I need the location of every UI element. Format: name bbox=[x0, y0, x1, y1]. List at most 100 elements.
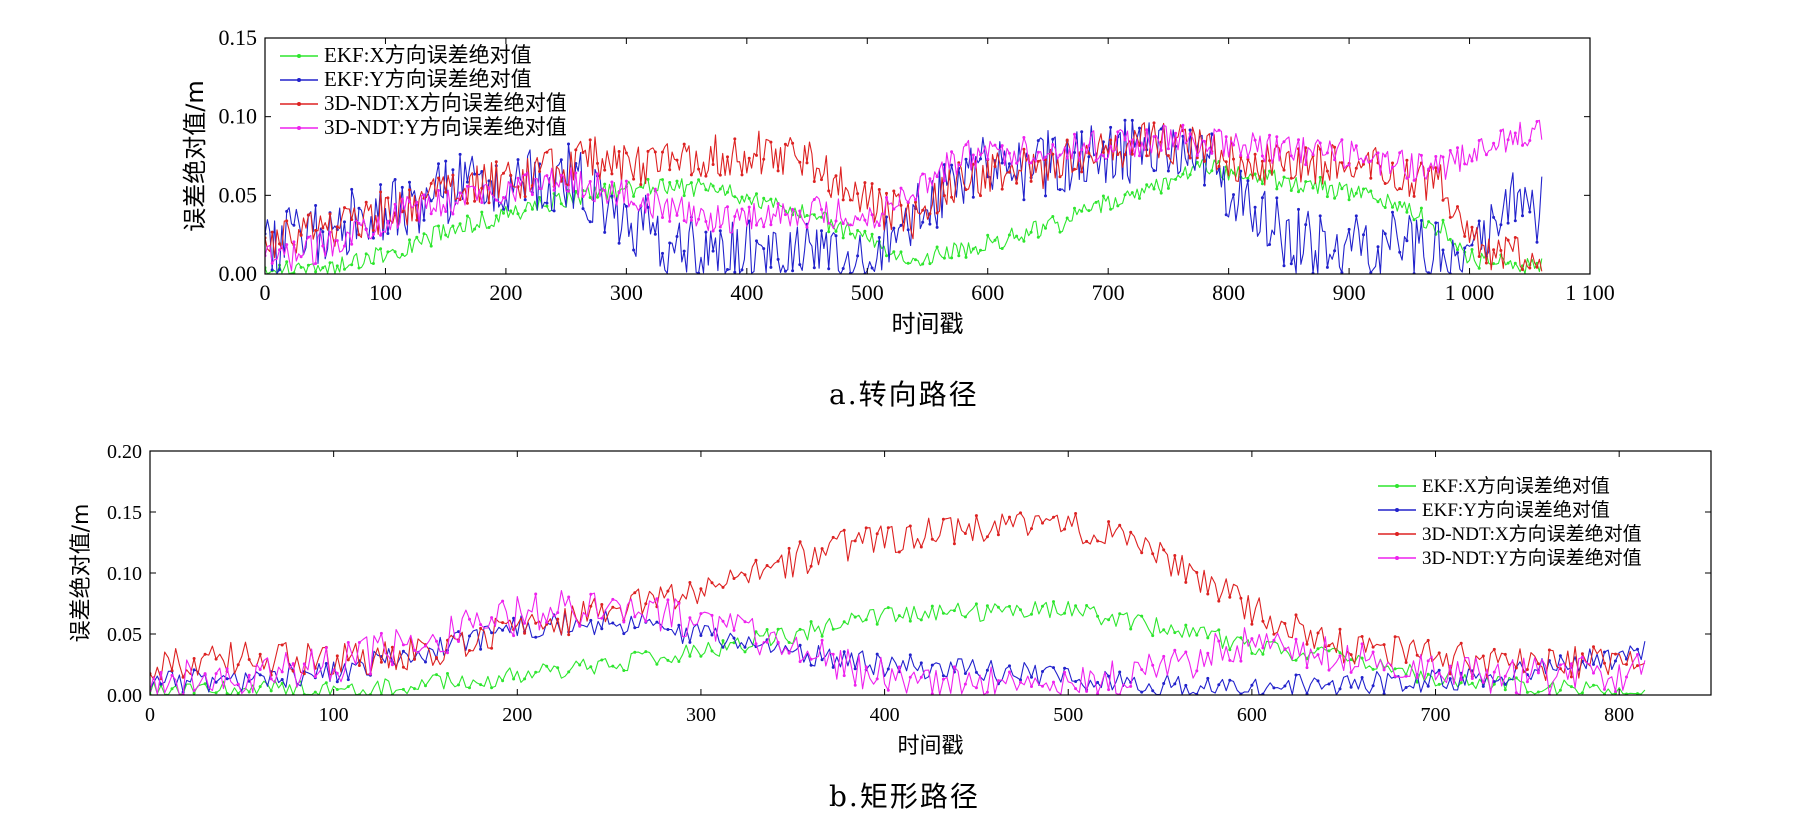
series-point bbox=[820, 208, 823, 211]
series-point bbox=[1184, 650, 1188, 654]
series-point bbox=[1000, 187, 1004, 191]
series-point bbox=[292, 240, 296, 244]
series-point bbox=[578, 624, 582, 628]
series-point bbox=[1116, 204, 1120, 208]
series-point bbox=[1096, 614, 1100, 618]
series-point bbox=[299, 233, 303, 237]
series-point bbox=[490, 646, 494, 650]
series-point bbox=[1316, 653, 1320, 657]
series-point bbox=[1470, 225, 1474, 229]
series-point bbox=[1528, 210, 1532, 214]
series-point bbox=[1232, 143, 1235, 147]
series-point bbox=[1283, 622, 1287, 625]
x-tick-label: 200 bbox=[502, 704, 532, 726]
y-tick-label: 0.00 bbox=[107, 685, 142, 707]
series-point bbox=[1022, 198, 1026, 202]
series-point bbox=[1434, 166, 1438, 170]
series-point bbox=[401, 643, 405, 647]
series-point bbox=[747, 156, 751, 160]
series-point bbox=[1419, 153, 1423, 157]
series-point bbox=[479, 683, 483, 687]
series-point bbox=[1195, 633, 1199, 637]
caption-b: b.矩形路径 bbox=[829, 780, 980, 813]
y-tick-label: 0.10 bbox=[107, 563, 142, 585]
series-point bbox=[1376, 200, 1380, 204]
series-point bbox=[415, 235, 419, 239]
series-point bbox=[1481, 654, 1485, 658]
series-point bbox=[444, 210, 448, 213]
series-point bbox=[964, 157, 968, 161]
series-point bbox=[677, 660, 681, 663]
series-point bbox=[633, 626, 637, 630]
series-point bbox=[1514, 666, 1518, 670]
series-point bbox=[906, 228, 910, 232]
series-point bbox=[1289, 189, 1293, 192]
series-point bbox=[487, 226, 491, 229]
series-point bbox=[364, 228, 368, 232]
series-point bbox=[1349, 658, 1353, 662]
series-point bbox=[457, 630, 460, 634]
series-point bbox=[371, 236, 375, 240]
series-point bbox=[718, 187, 722, 191]
series-point bbox=[324, 662, 328, 665]
series-point bbox=[192, 657, 196, 660]
series-point bbox=[1340, 138, 1344, 142]
series-point bbox=[1041, 684, 1044, 688]
series-point bbox=[567, 595, 571, 599]
legend: EKF:X方向误差绝对值EKF:Y方向误差绝对值3D-NDT:X方向误差绝对值3… bbox=[1378, 475, 1642, 569]
series-point bbox=[1101, 154, 1105, 158]
series-point bbox=[732, 628, 736, 632]
series-point bbox=[682, 219, 686, 223]
series-point bbox=[424, 644, 427, 648]
series-point bbox=[415, 218, 419, 222]
series-point bbox=[1217, 128, 1221, 132]
series-point bbox=[556, 611, 560, 615]
series-point bbox=[875, 622, 879, 626]
series-point bbox=[1085, 539, 1089, 543]
series-point bbox=[1325, 265, 1329, 269]
series-point bbox=[1151, 689, 1155, 693]
series-point bbox=[930, 537, 934, 541]
series-point bbox=[1503, 688, 1507, 692]
x-tick-label: 100 bbox=[319, 704, 349, 726]
series-point bbox=[1107, 674, 1111, 678]
series-point bbox=[1162, 628, 1166, 632]
series-point bbox=[1094, 158, 1098, 162]
series-point bbox=[1333, 158, 1337, 162]
series-point bbox=[1459, 678, 1463, 682]
series-point bbox=[721, 619, 725, 623]
series-point bbox=[831, 652, 835, 656]
series-point bbox=[1470, 681, 1474, 685]
series-point bbox=[886, 688, 890, 692]
series-point bbox=[1162, 548, 1166, 552]
series-point bbox=[1441, 155, 1445, 159]
series-point bbox=[603, 189, 607, 192]
series-point bbox=[841, 236, 845, 240]
series-point bbox=[258, 673, 262, 677]
series-point bbox=[408, 188, 411, 192]
series-point bbox=[704, 230, 708, 234]
series-point bbox=[1398, 187, 1402, 191]
series-point bbox=[269, 677, 273, 681]
series-point bbox=[1015, 161, 1019, 165]
series-point bbox=[747, 219, 751, 223]
series-point bbox=[1354, 144, 1358, 148]
series-point bbox=[1448, 149, 1452, 152]
series-point bbox=[589, 618, 593, 622]
series-point bbox=[1426, 638, 1430, 642]
series-point bbox=[1217, 639, 1221, 643]
series-point bbox=[1636, 647, 1639, 651]
series-point bbox=[743, 573, 747, 577]
series-point bbox=[1603, 661, 1606, 665]
series-point bbox=[588, 180, 592, 183]
series-point bbox=[446, 672, 449, 675]
series-point bbox=[1080, 209, 1084, 213]
series-point bbox=[1354, 214, 1358, 218]
series-point bbox=[668, 219, 672, 223]
series-point bbox=[1246, 155, 1250, 159]
series-point bbox=[435, 639, 438, 643]
x-tick-label: 500 bbox=[1053, 704, 1083, 726]
series-point bbox=[682, 142, 686, 146]
series-point bbox=[437, 162, 440, 166]
series-point bbox=[611, 621, 615, 625]
